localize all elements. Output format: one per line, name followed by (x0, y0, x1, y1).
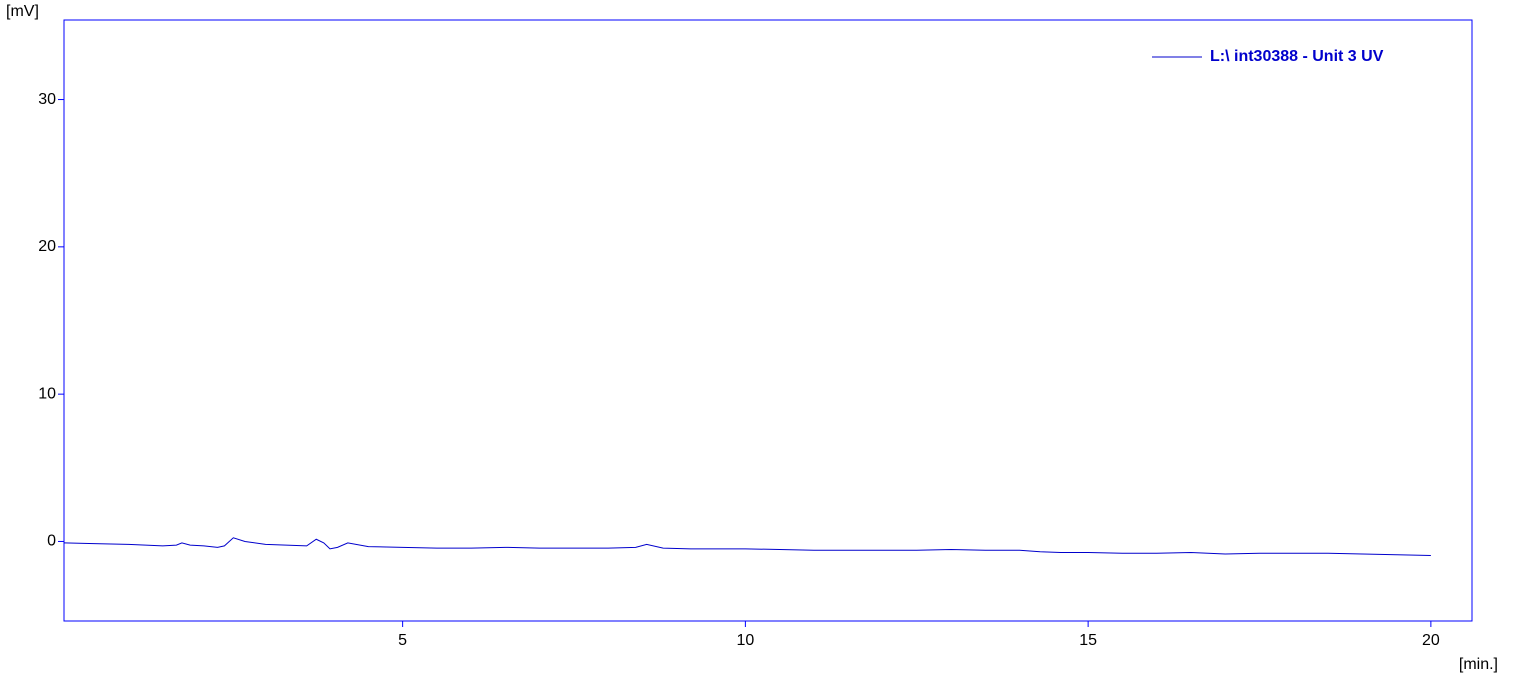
series-line (63, 537, 1431, 556)
y-tick-label: 0 (47, 533, 56, 550)
y-tick-label: 30 (38, 91, 56, 108)
x-tick-label: 20 (1422, 632, 1440, 649)
x-tick-label: 5 (398, 632, 407, 649)
y-axis-label: [mV] (6, 3, 39, 20)
x-tick-label: 10 (736, 632, 754, 649)
y-tick-label: 20 (38, 238, 56, 255)
x-axis-label: [min.] (1459, 656, 1498, 673)
x-tick-label: 15 (1079, 632, 1097, 649)
plot-frame (63, 19, 1473, 622)
legend-label: L:\ int30388 - Unit 3 UV (1210, 48, 1384, 65)
y-tick-label: 10 (38, 385, 56, 402)
